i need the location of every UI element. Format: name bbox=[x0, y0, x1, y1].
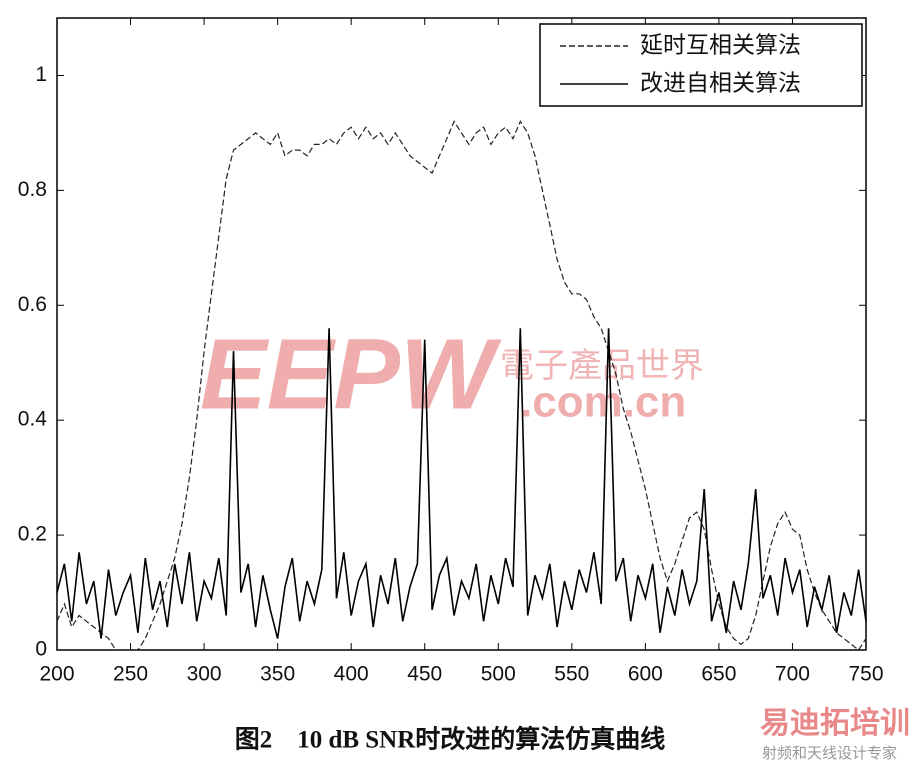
x-tick-label: 300 bbox=[187, 663, 222, 686]
series-line bbox=[56, 328, 867, 639]
legend-box bbox=[539, 23, 863, 107]
x-tick-label: 200 bbox=[39, 663, 74, 686]
x-tick-label: 750 bbox=[848, 663, 883, 686]
x-tick-label: 350 bbox=[260, 663, 295, 686]
y-tick-label: 1 bbox=[35, 63, 47, 86]
chart-caption: 图2 10 dB SNR时改进的算法仿真曲线 bbox=[235, 725, 666, 754]
x-tick-label: 600 bbox=[628, 663, 663, 686]
x-tick-label: 550 bbox=[554, 663, 589, 686]
x-tick-label: 650 bbox=[701, 663, 736, 686]
x-tick-label: 400 bbox=[334, 663, 369, 686]
watermark-brand: 易迪拓培训 bbox=[760, 706, 910, 740]
x-tick-label: 450 bbox=[407, 663, 442, 686]
y-tick-label: 0.4 bbox=[18, 408, 48, 431]
y-tick-label: 0.2 bbox=[18, 523, 47, 546]
x-tick-label: 700 bbox=[775, 663, 810, 686]
y-tick-label: 0.8 bbox=[18, 178, 47, 201]
legend-label: 延时互相关算法 bbox=[640, 33, 801, 59]
watermark-slogan: 射频和天线设计专家 bbox=[762, 745, 897, 762]
plot-frame bbox=[56, 17, 867, 651]
watermark-domain: .com.cn bbox=[520, 378, 686, 427]
series-line bbox=[56, 120, 867, 651]
y-tick-label: 0.6 bbox=[18, 293, 47, 316]
x-tick-label: 250 bbox=[113, 663, 148, 686]
y-tick-label: 0 bbox=[35, 638, 47, 661]
watermark-logo: EEPW bbox=[200, 318, 502, 430]
legend-label: 改进自相关算法 bbox=[640, 71, 801, 97]
x-tick-label: 500 bbox=[481, 663, 516, 686]
watermark-name: 電子產品世界 bbox=[500, 347, 704, 385]
